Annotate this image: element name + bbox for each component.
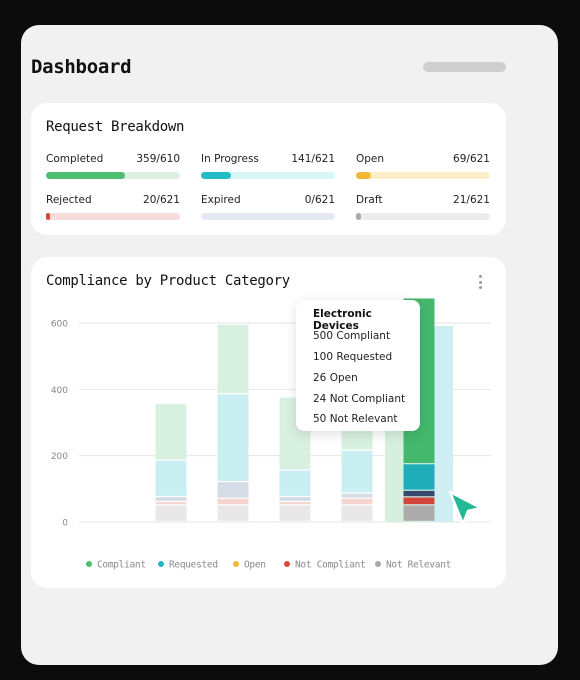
bar-segment-not-relevant (155, 505, 187, 521)
header-placeholder-pill (423, 62, 506, 72)
legend-dot (158, 561, 164, 567)
metric-in-progress: In Progress 141/621 (201, 153, 335, 183)
metric-value: 0/621 (304, 194, 335, 206)
metric-label: Open (356, 153, 385, 165)
bar-segment-dark (341, 493, 373, 498)
progress-track (356, 213, 490, 220)
compliance-title: Compliance by Product Category (46, 273, 290, 289)
compliance-card: Compliance by Product Category 0 200 400 60… (31, 257, 506, 588)
metric-expired: Expired 0/621 (201, 194, 335, 224)
tooltip-line-requested: 100 Requested (313, 351, 393, 363)
tooltip-line-compliant: 500 Compliant (313, 330, 391, 342)
legend-label: Not Compliant (295, 560, 365, 571)
y-tick-label: 400 (51, 386, 68, 396)
chart-tooltip: Electronic Devices 500 Compliant 100 Req… (296, 300, 420, 431)
bar-segment-not-relevant (341, 505, 373, 521)
bar-segment-dark (403, 490, 435, 497)
pointer-cursor-icon (448, 490, 483, 526)
legend-dot (233, 561, 239, 567)
bar-segment-dark (279, 497, 311, 501)
metric-rejected: Rejected 20/621 (46, 194, 180, 224)
bar-segment-requested (403, 464, 435, 490)
progress-fill (46, 172, 125, 179)
metric-value: 69/621 (453, 153, 490, 165)
bar-segment-not-compliant (279, 502, 311, 505)
metric-label: Completed (46, 153, 104, 165)
bar-segment-requested (279, 470, 311, 496)
bar-segment-requested (341, 450, 373, 493)
metric-label: Draft (356, 194, 383, 206)
bar-segment-not-compliant (341, 498, 373, 505)
bar-segment-requested (155, 460, 187, 496)
tooltip-line-not-compliant: 24 Not Compliant (313, 393, 406, 405)
kebab-menu-icon[interactable] (478, 275, 482, 289)
progress-track (201, 213, 335, 220)
metric-draft: Draft 21/621 (356, 194, 490, 224)
metric-label: Rejected (46, 194, 92, 206)
bar-segment-requested (217, 394, 249, 481)
progress-fill (46, 213, 51, 220)
bar-segment-not-compliant (403, 497, 435, 505)
bar-segment-not-compliant (155, 502, 187, 505)
progress-fill (356, 213, 361, 220)
tooltip-line-not-relevant: 50 Not Relevant (313, 413, 398, 425)
legend-dot (86, 561, 92, 567)
progress-track (201, 172, 335, 179)
metric-open: Open 69/621 (356, 153, 490, 183)
bar-segment-not-relevant (217, 505, 249, 521)
legend-dot (284, 561, 290, 567)
bar-segment-not-relevant (403, 505, 435, 521)
progress-track (356, 172, 490, 179)
bar-segment-dark (155, 497, 187, 501)
metric-value: 359/610 (136, 153, 180, 165)
request-breakdown-card: Request Breakdown Completed 359/610 In Pro… (31, 103, 506, 235)
bar-segment-compliant (155, 404, 187, 460)
y-tick-label: 200 (51, 452, 68, 462)
progress-fill (201, 172, 232, 179)
metric-completed: Completed 359/610 (46, 153, 180, 183)
y-tick-label: 600 (51, 320, 68, 330)
legend-label: Compliant (97, 560, 146, 571)
metric-value: 141/621 (291, 153, 335, 165)
bar-segment-compliant (217, 324, 249, 394)
bar-segment-not-relevant (279, 505, 311, 521)
bar-segment-not-compliant (217, 498, 249, 505)
legend-label: Not Relevant (386, 560, 451, 571)
legend-dot (375, 561, 381, 567)
metric-label: In Progress (201, 153, 259, 165)
progress-track (46, 172, 180, 179)
y-tick-label: 0 (62, 519, 68, 529)
bar-segment-dark (217, 482, 249, 498)
tooltip-line-open: 26 Open (313, 372, 358, 384)
metric-value: 21/621 (453, 194, 490, 206)
page-title: Dashboard (31, 56, 132, 78)
compliance-chart: 0 200 400 600 Compliant Requested Open Not Comp… (51, 298, 491, 571)
legend-label: Requested (169, 560, 218, 571)
request-breakdown-title: Request Breakdown (46, 119, 185, 135)
progress-track (46, 213, 180, 220)
progress-fill (356, 172, 371, 179)
legend-label: Open (244, 560, 266, 571)
metric-value: 20/621 (143, 194, 180, 206)
metric-label: Expired (201, 194, 241, 206)
tooltip-title: Electronic Devices (313, 308, 372, 332)
